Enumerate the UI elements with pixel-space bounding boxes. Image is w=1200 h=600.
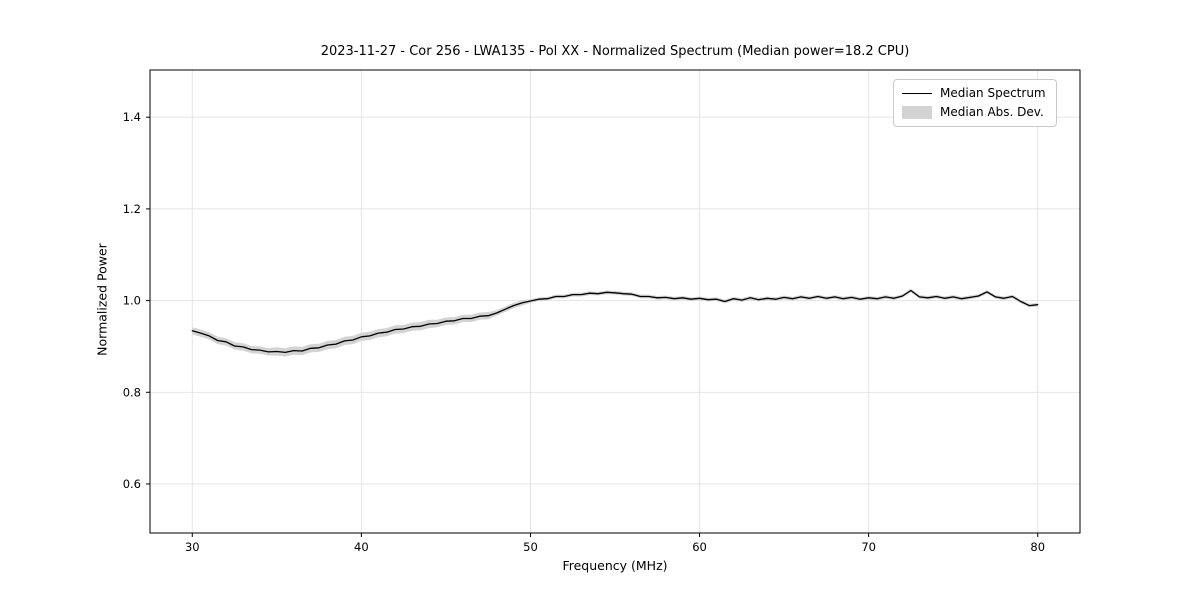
- x-tick-label: 70: [861, 540, 876, 554]
- x-axis-label: Frequency (MHz): [562, 558, 668, 573]
- spectrum-line: [191, 289, 1039, 354]
- x-tick-label: 80: [1030, 540, 1045, 554]
- y-tick-label: 1.0: [123, 294, 141, 308]
- legend-entry-median-abs-dev: Median Abs. Dev.: [902, 105, 1046, 119]
- y-axis-label: Normalized Power: [94, 243, 110, 356]
- axes-frame: [149, 69, 1081, 534]
- y-tick-label: 1.2: [123, 202, 141, 216]
- y-tick-label: 0.6: [123, 477, 141, 491]
- y-tick-label: 1.4: [123, 110, 141, 124]
- legend-label: Median Spectrum: [940, 86, 1046, 100]
- x-tick-label: 40: [354, 540, 369, 554]
- legend-patch-icon: [902, 105, 932, 119]
- legend-label: Median Abs. Dev.: [940, 105, 1044, 119]
- mad-band: [192, 288, 1038, 357]
- y-tick-label: 0.8: [123, 385, 141, 399]
- legend-entry-median-spectrum: Median Spectrum: [902, 86, 1046, 100]
- legend-line-icon: [902, 92, 932, 94]
- chart-title: 2023-11-27 - Cor 256 - LWA135 - Pol XX -…: [320, 44, 910, 59]
- x-tick-label: 30: [185, 540, 200, 554]
- legend: Median Spectrum Median Abs. Dev.: [893, 79, 1057, 127]
- x-tick-label: 50: [523, 540, 538, 554]
- x-tick-label: 60: [692, 540, 707, 554]
